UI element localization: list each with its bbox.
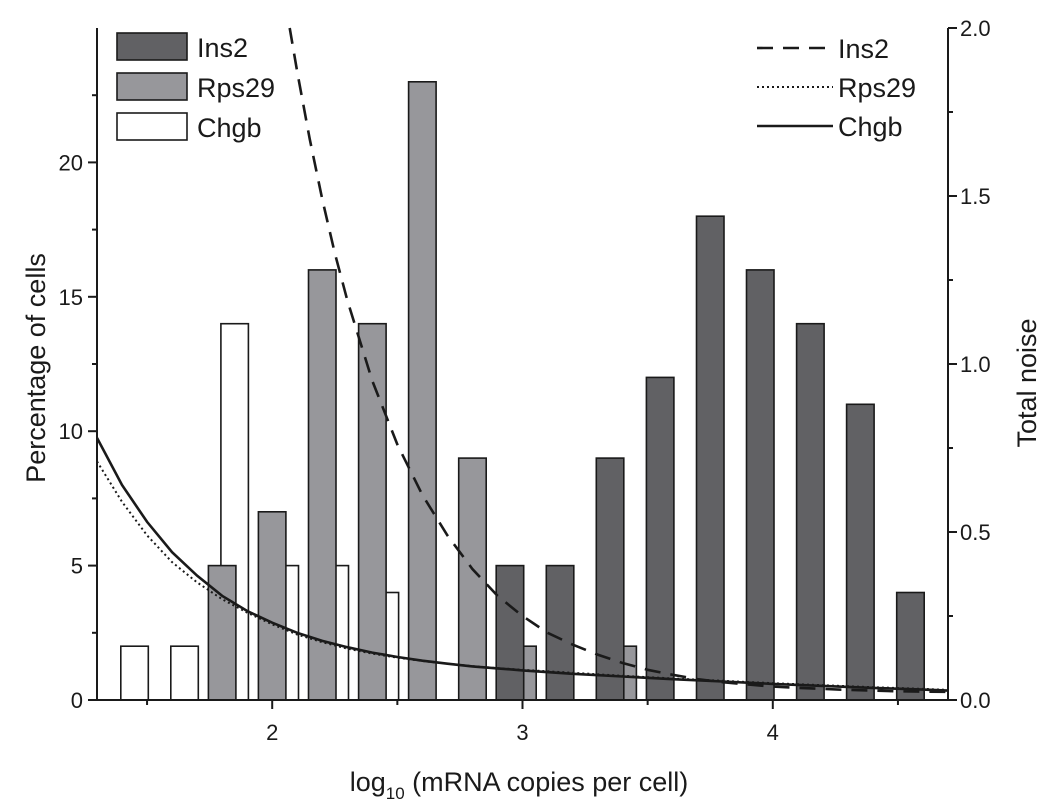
bar-rps29 [307, 269, 337, 701]
y-tick-label: 15 [59, 285, 83, 310]
titles-layer: Percentage of cells Total noise log10 (m… [21, 253, 1040, 803]
legend-line-label-chgb: Chgb [838, 112, 903, 142]
x-axis-title-subscript: 10 [386, 784, 405, 803]
bar-rps29 [257, 510, 287, 701]
y2-tick-label: 1.5 [960, 184, 991, 209]
y2-axis-title: Total noise [1012, 318, 1040, 447]
bar-ins2 [745, 269, 775, 701]
legend-label-ins2: Ins2 [197, 33, 248, 63]
y2-tick-label: 0.5 [960, 520, 991, 545]
bar-rps29 [457, 457, 488, 701]
y-tick-label: 5 [71, 554, 83, 579]
bar-ins2 [645, 376, 675, 701]
bar-chgb [120, 645, 150, 701]
y-tick-label: 20 [59, 150, 83, 175]
lines-layer [97, 27, 948, 694]
bar-ins2 [695, 215, 725, 701]
x-axis-title-rest: (mRNA copies per cell) [405, 767, 689, 797]
legend-line-label-ins2: Ins2 [838, 34, 889, 64]
x-tick-label: 4 [767, 720, 779, 745]
legend-layer: Ins2 Rps29 Chgb Ins2 Rps29 Chgb [116, 32, 916, 143]
y2-tick-label: 1.0 [960, 352, 991, 377]
legend-label-rps29: Rps29 [197, 73, 275, 103]
x-axis-title: log10 (mRNA copies per cell) [350, 767, 689, 803]
legend-line-label-rps29: Rps29 [838, 73, 916, 103]
bar-rps29 [357, 322, 387, 701]
bar-chgb [170, 645, 200, 701]
legend-label-chgb: Chgb [197, 113, 262, 143]
x-axis-title-log: log [350, 767, 386, 797]
bar-ins2 [845, 403, 875, 701]
legend-swatch-chgb [116, 112, 188, 141]
y-tick-label: 0 [71, 688, 83, 713]
bar-ins2 [895, 591, 926, 701]
line-ins2 [288, 27, 948, 694]
bar-ins2 [595, 457, 625, 701]
legend-swatch-ins2 [116, 32, 188, 61]
y2-tick-label: 0.0 [960, 688, 991, 713]
line-chgb [97, 437, 948, 692]
bar-rps29 [207, 564, 237, 701]
axes-layer: 0 5 10 15 20 0.0 0.5 1.0 1.5 2.0 2 3 4 [59, 16, 991, 745]
y2-tick-label: 2.0 [960, 16, 991, 41]
legend-swatch-rps29 [116, 72, 188, 101]
x-tick-label: 3 [516, 720, 528, 745]
y-axis-title: Percentage of cells [21, 253, 51, 483]
bars-layer [120, 81, 926, 701]
y-tick-label: 10 [59, 419, 83, 444]
bar-ins2 [495, 564, 525, 701]
x-tick-label: 2 [266, 720, 278, 745]
bar-rps29 [407, 81, 437, 701]
bar-ins2 [545, 564, 575, 701]
bar-ins2 [795, 322, 825, 701]
